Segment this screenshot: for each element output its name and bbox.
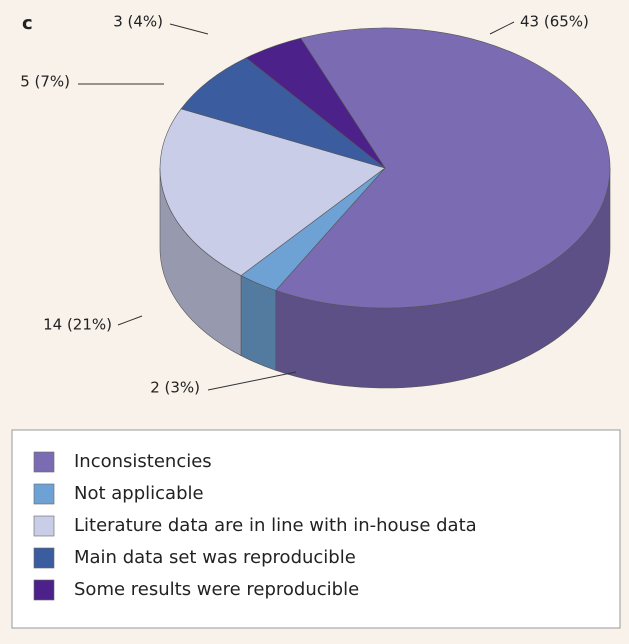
legend-swatch	[33, 483, 55, 505]
leader-line	[169, 23, 209, 35]
value-label: 3 (4%)	[113, 13, 163, 31]
pie-slice	[245, 37, 386, 169]
legend-label: Some results were reproducible	[74, 579, 359, 600]
legend-label: Not applicable	[74, 483, 204, 504]
pie-slice	[159, 108, 386, 276]
legend-swatch	[33, 547, 55, 569]
legend-swatch	[33, 579, 55, 601]
value-label: 43 (65%)	[520, 13, 589, 31]
panel-label: c	[22, 13, 33, 34]
pie-slice	[180, 57, 386, 169]
value-label: 14 (21%)	[43, 316, 112, 334]
legend-label: Inconsistencies	[74, 451, 212, 472]
legend-swatch	[33, 515, 55, 537]
value-label: 2 (3%)	[150, 379, 200, 397]
legend-swatch	[33, 451, 55, 473]
legend-label: Literature data are in line with in-hous…	[74, 515, 477, 536]
leader-line	[207, 371, 297, 391]
leader-line	[489, 21, 515, 35]
legend-label: Main data set was reproducible	[74, 547, 356, 568]
value-label: 5 (7%)	[20, 73, 70, 91]
leader-line	[117, 315, 143, 326]
pie-slice	[275, 27, 611, 309]
legend-box	[11, 429, 621, 629]
pie-side	[240, 275, 277, 371]
